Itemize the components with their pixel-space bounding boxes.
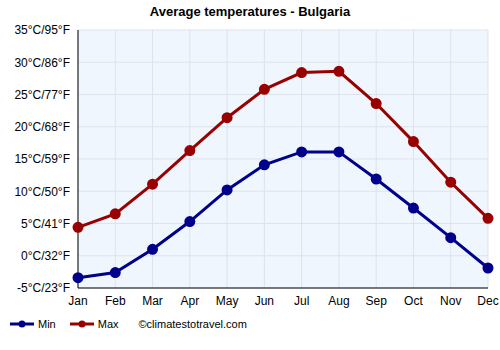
html-text:Max: Max	[97, 318, 119, 330]
html-text:Average temperatures - Bulgari: Average temperatures - Bulgaria	[149, 4, 351, 19]
svg-text:Jul: Jul	[294, 294, 309, 308]
svg-text:0°C/32°F: 0°C/32°F	[21, 249, 70, 263]
svg-text:Feb: Feb	[105, 294, 126, 308]
svg-text:Oct: Oct	[404, 294, 423, 308]
svg-text:10°C/50°F: 10°C/50°F	[14, 185, 70, 199]
svg-text:Apr: Apr	[180, 294, 199, 308]
svg-text:5°C/41°F: 5°C/41°F	[21, 217, 70, 231]
html-text:©climatestotravel.com: ©climatestotravel.com	[138, 318, 247, 330]
svg-text:Nov: Nov	[440, 294, 461, 308]
svg-text:Sep: Sep	[366, 294, 388, 308]
svg-text:-5°C/23°F: -5°C/23°F	[17, 281, 70, 295]
html-text:Min: Min	[38, 318, 56, 330]
svg-text:Aug: Aug	[328, 294, 349, 308]
svg-text:Jan: Jan	[68, 294, 87, 308]
svg-text:Dec: Dec	[477, 294, 492, 308]
svg-text:15°C/59°F: 15°C/59°F	[14, 152, 70, 166]
svg-text:35°C/95°F: 35°C/95°F	[14, 23, 70, 37]
svg-text:30°C/86°F: 30°C/86°F	[14, 56, 70, 70]
svg-text:May: May	[216, 294, 239, 308]
svg-text:Jun: Jun	[255, 294, 274, 308]
svg-text:25°C/77°F: 25°C/77°F	[14, 88, 70, 102]
svg-text:Mar: Mar	[142, 294, 163, 308]
svg-text:20°C/68°F: 20°C/68°F	[14, 120, 70, 134]
